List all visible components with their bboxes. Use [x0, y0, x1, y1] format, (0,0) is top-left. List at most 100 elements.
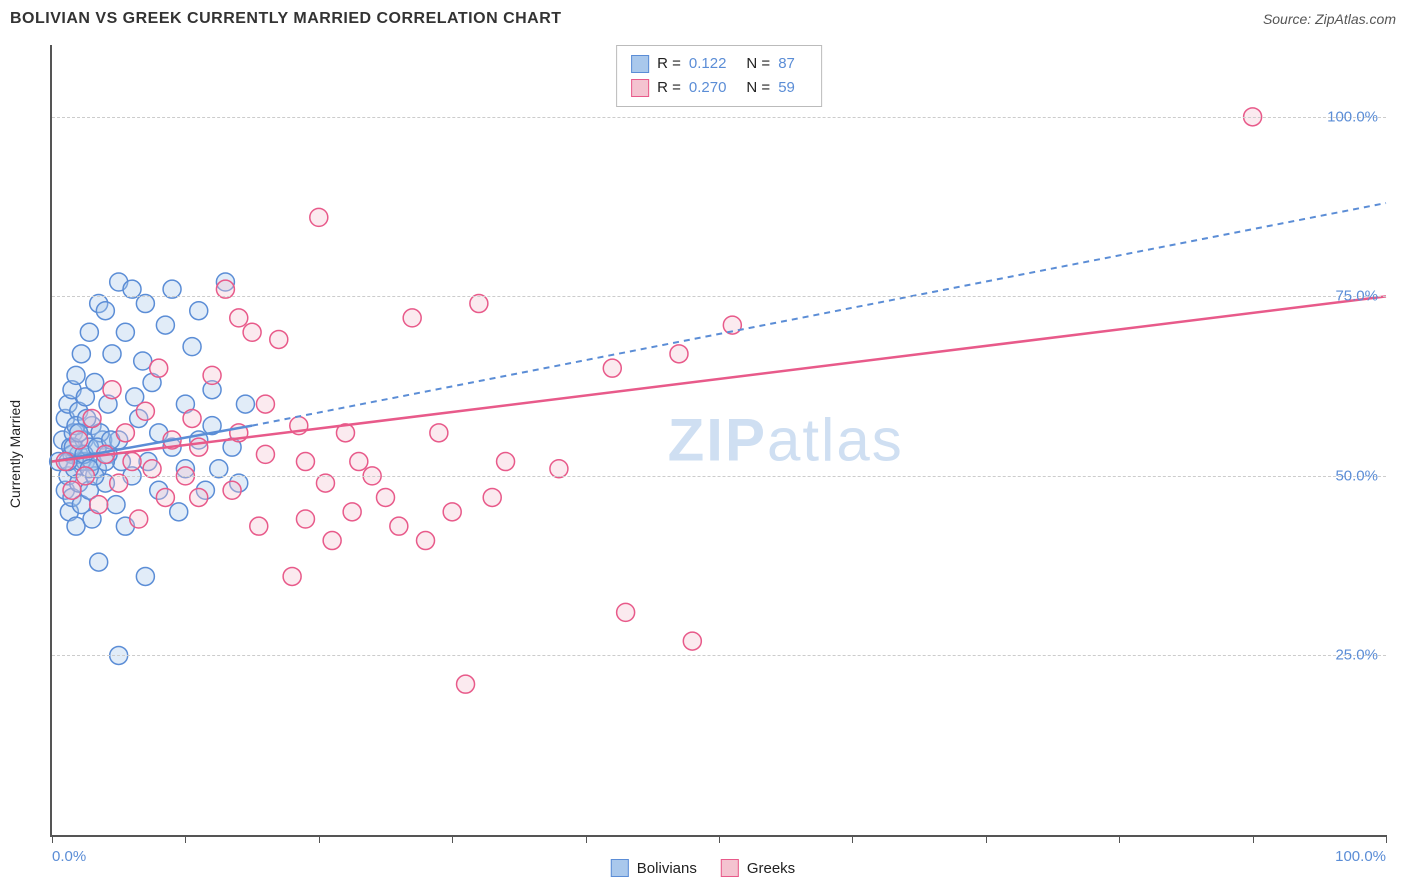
data-point — [190, 488, 208, 506]
series-swatch — [631, 55, 649, 73]
trend-line-extrapolated — [252, 203, 1386, 426]
data-point — [417, 532, 435, 550]
legend-label: Bolivians — [637, 860, 697, 877]
trend-line — [52, 296, 1386, 461]
grid-line — [52, 296, 1386, 297]
x-tick — [852, 835, 853, 843]
data-point — [483, 488, 501, 506]
x-tick — [52, 835, 53, 843]
data-point — [350, 453, 368, 471]
y-tick-label: 25.0% — [1335, 647, 1378, 664]
data-point — [230, 309, 248, 327]
data-point — [377, 488, 395, 506]
x-tick — [452, 835, 453, 843]
chart-header: BOLIVIAN VS GREEK CURRENTLY MARRIED CORR… — [10, 10, 1396, 28]
data-point — [443, 503, 461, 521]
data-point — [183, 409, 201, 427]
scatter-plot-svg — [52, 45, 1386, 835]
stats-row: R = 0.270 N = 59 — [631, 76, 807, 100]
data-point — [243, 323, 261, 341]
data-point — [170, 503, 188, 521]
legend-bottom: Bolivians Greeks — [611, 859, 795, 877]
stat-n-label: N = — [746, 52, 770, 76]
legend-item: Greeks — [721, 859, 795, 877]
grid-line — [52, 117, 1386, 118]
data-point — [67, 366, 85, 384]
stat-n-label: N = — [746, 76, 770, 100]
data-point — [116, 323, 134, 341]
y-axis-label: Currently Married — [7, 400, 23, 508]
data-point — [223, 481, 241, 499]
x-tick — [1386, 835, 1387, 843]
data-point — [86, 374, 104, 392]
x-tick — [1253, 835, 1254, 843]
data-point — [190, 438, 208, 456]
data-point — [80, 323, 98, 341]
data-point — [683, 632, 701, 650]
stat-r-label: R = — [657, 52, 681, 76]
stat-n-value: 59 — [778, 76, 795, 100]
data-point — [296, 453, 314, 471]
legend-swatch — [611, 859, 629, 877]
data-point — [390, 517, 408, 535]
x-tick — [986, 835, 987, 843]
data-point — [497, 453, 515, 471]
data-point — [63, 481, 81, 499]
data-point — [70, 431, 88, 449]
grid-line — [52, 476, 1386, 477]
data-point — [116, 424, 134, 442]
data-point — [603, 359, 621, 377]
data-point — [107, 496, 125, 514]
data-point — [430, 424, 448, 442]
source-attribution: Source: ZipAtlas.com — [1263, 11, 1396, 27]
data-point — [83, 409, 101, 427]
x-tick — [319, 835, 320, 843]
data-point — [96, 302, 114, 320]
data-point — [617, 603, 635, 621]
data-point — [250, 517, 268, 535]
data-point — [296, 510, 314, 528]
data-point — [103, 345, 121, 363]
series-swatch — [631, 79, 649, 97]
legend-label: Greeks — [747, 860, 795, 877]
x-tick — [185, 835, 186, 843]
x-tick — [586, 835, 587, 843]
data-point — [130, 510, 148, 528]
data-point — [670, 345, 688, 363]
data-point — [90, 496, 108, 514]
data-point — [323, 532, 341, 550]
data-point — [283, 567, 301, 585]
data-point — [90, 553, 108, 571]
data-point — [123, 453, 141, 471]
data-point — [203, 366, 221, 384]
grid-line — [52, 655, 1386, 656]
source-name: ZipAtlas.com — [1315, 11, 1396, 27]
data-point — [156, 316, 174, 334]
data-point — [150, 359, 168, 377]
legend-item: Bolivians — [611, 859, 697, 877]
data-point — [103, 381, 121, 399]
source-prefix: Source: — [1263, 11, 1315, 27]
data-point — [136, 402, 154, 420]
y-tick-label: 75.0% — [1335, 288, 1378, 305]
data-point — [310, 208, 328, 226]
legend-swatch — [721, 859, 739, 877]
chart-plot-area: ZIPatlas R =0.122N =87R =0.270N =59 25.0… — [50, 45, 1386, 837]
data-point — [136, 567, 154, 585]
data-point — [256, 395, 274, 413]
data-point — [236, 395, 254, 413]
stat-r-value: 0.270 — [689, 76, 727, 100]
data-point — [190, 302, 208, 320]
stat-n-value: 87 — [778, 52, 795, 76]
chart-title: BOLIVIAN VS GREEK CURRENTLY MARRIED CORR… — [10, 10, 562, 28]
y-tick-label: 100.0% — [1327, 108, 1378, 125]
x-tick-label: 0.0% — [52, 848, 86, 865]
stat-r-label: R = — [657, 76, 681, 100]
stat-r-value: 0.122 — [689, 52, 727, 76]
data-point — [403, 309, 421, 327]
data-point — [343, 503, 361, 521]
data-point — [256, 445, 274, 463]
stats-row: R = 0.122 N = 87 — [631, 52, 807, 76]
data-point — [72, 345, 90, 363]
data-point — [183, 338, 201, 356]
